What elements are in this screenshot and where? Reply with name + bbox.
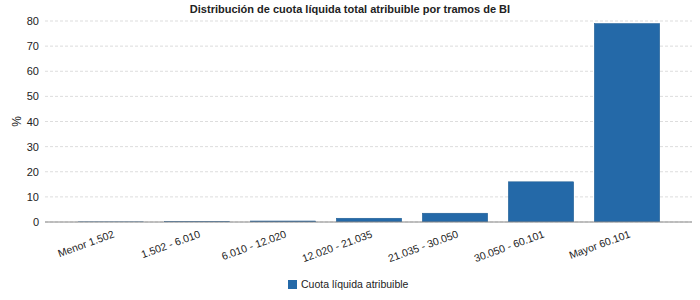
x-tick-label: 6.010 - 12.020 <box>220 228 288 262</box>
chart-svg: Distribución de cuota líquida total atri… <box>0 0 700 300</box>
y-tick-label: 40 <box>27 116 39 128</box>
y-tick-label: 70 <box>27 40 39 52</box>
bar <box>594 24 659 222</box>
legend-swatch <box>288 280 297 289</box>
grid-line <box>45 21 692 22</box>
chart-container: Distribución de cuota líquida total atri… <box>0 0 700 300</box>
x-tick-label: Menor 1.502 <box>56 228 116 259</box>
y-tick-label: 60 <box>27 65 39 77</box>
bar <box>336 218 401 222</box>
bar <box>508 182 573 222</box>
x-tick-label: 30.050 - 60.101 <box>472 228 545 264</box>
title: Distribución de cuota líquida total atri… <box>190 3 510 15</box>
y-tick-label: 20 <box>27 166 39 178</box>
y-tick-label: 30 <box>27 141 39 153</box>
y-tick-label: 10 <box>27 191 39 203</box>
grid-line <box>45 222 692 223</box>
x-tick-label: 1.502 - 6.010 <box>139 228 201 260</box>
y-axis-label: % <box>10 116 24 127</box>
x-tick-label: Mayor 60.101 <box>567 228 632 261</box>
legend-label: Cuota líquida atribuible <box>301 278 409 290</box>
bar <box>422 213 487 222</box>
x-tick-label: 12.020 - 21.035 <box>300 228 373 264</box>
y-tick-label: 50 <box>27 90 39 102</box>
x-tick-label: 21.035 - 30.050 <box>386 228 459 264</box>
y-tick-label: 80 <box>27 15 39 27</box>
x-axis-line <box>45 222 692 223</box>
y-tick-label: 0 <box>33 216 39 228</box>
bars <box>78 24 659 222</box>
